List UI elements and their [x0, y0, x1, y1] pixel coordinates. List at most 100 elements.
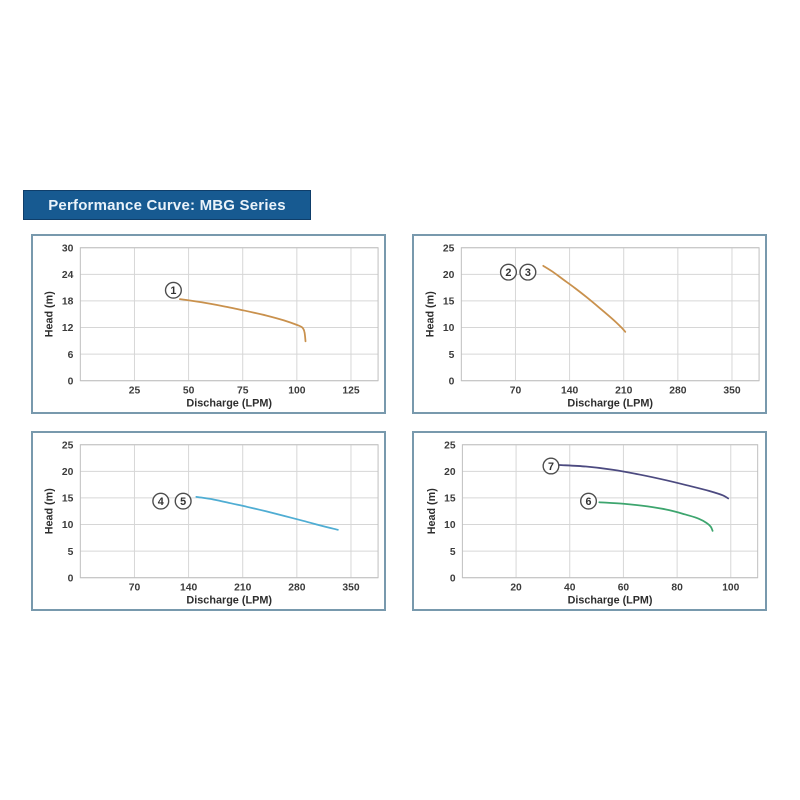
page-title-banner: Performance Curve: MBG Series [23, 190, 311, 220]
x-tick-label: 140 [561, 385, 579, 396]
curve-label-4: 4 [152, 492, 170, 510]
chart-panel-3: 0 5 10 15 20 25 70 140 210 280 350 4 5 Discharge (LPM… [31, 431, 386, 611]
chart-panel-1: 0 6 12 18 24 30 25 50 75 100 125 1 Discharge (LPM) He… [31, 234, 386, 414]
x-tick-label: 50 [183, 385, 195, 396]
y-tick-labels: 0 6 12 18 24 30 [62, 243, 74, 387]
y-tick-label: 0 [68, 573, 74, 584]
curve-label-1: 1 [164, 281, 182, 299]
plot-border [460, 247, 760, 382]
x-axis-title: Discharge (LPM) [186, 398, 272, 410]
plot-border [461, 444, 759, 579]
x-axis-title: Discharge (LPM) [567, 398, 653, 410]
x-tick-labels: 70 140 210 280 350 [510, 385, 741, 396]
curve-label-number: 6 [586, 496, 592, 508]
y-tick-labels: 0 5 10 15 20 25 [62, 440, 74, 584]
y-tick-labels: 0 5 10 15 20 25 [443, 243, 455, 387]
y-tick-label: 5 [450, 547, 456, 558]
x-tick-label: 70 [510, 385, 522, 396]
x-tick-label: 100 [288, 385, 306, 396]
x-tick-label: 140 [180, 582, 198, 593]
curve-label-number: 1 [170, 285, 176, 297]
y-tick-label: 0 [449, 376, 455, 387]
x-axis-title: Discharge (LPM) [186, 595, 272, 607]
x-tick-labels: 70 140 210 280 350 [129, 582, 360, 593]
y-tick-label: 15 [444, 494, 456, 505]
curve-label-circle [542, 457, 560, 475]
curve-label-number: 2 [505, 267, 511, 279]
x-tick-label: 100 [722, 582, 739, 593]
y-tick-label: 30 [62, 243, 74, 254]
curve-1 [179, 298, 307, 343]
curve-label-number: 7 [548, 461, 554, 473]
performance-chart-4: 0 5 10 15 20 25 20 40 60 80 100 7 6 Discharge (LPM) He… [426, 440, 759, 607]
x-tick-label: 210 [615, 385, 633, 396]
gridlines [79, 444, 379, 579]
y-tick-label: 0 [68, 376, 74, 387]
gridlines [461, 444, 759, 579]
y-axis-title: Head (m) [426, 488, 438, 534]
x-tick-label: 40 [564, 582, 576, 593]
y-axis-title: Head (m) [44, 488, 56, 534]
x-tick-labels: 20 40 60 80 100 [510, 582, 739, 593]
y-tick-label: 15 [62, 494, 74, 505]
y-tick-label: 20 [443, 270, 455, 281]
performance-chart-3: 0 5 10 15 20 25 70 140 210 280 350 4 5 Discharge (LPM… [44, 440, 379, 607]
curve-label-circle [519, 263, 537, 281]
y-axis-title: Head (m) [425, 291, 437, 337]
curve-label-3: 3 [519, 263, 537, 281]
curve-2-3 [542, 264, 627, 333]
curve-4-5 [195, 495, 339, 531]
y-tick-label: 15 [443, 297, 455, 308]
curve-label-number: 3 [525, 267, 531, 279]
performance-chart-1: 0 6 12 18 24 30 25 50 75 100 125 1 Discharge (LPM) He… [44, 243, 379, 410]
curve-label-2: 2 [499, 263, 518, 281]
curve-label-circle [580, 492, 598, 510]
y-tick-label: 20 [444, 467, 456, 478]
y-tick-label: 25 [443, 243, 455, 254]
chart-panel-4: 0 5 10 15 20 25 20 40 60 80 100 7 6 Discharge (LPM) He… [412, 431, 767, 611]
curve-label-number: 4 [158, 496, 164, 508]
y-tick-label: 20 [62, 467, 74, 478]
x-tick-label: 60 [618, 582, 630, 593]
plot-border [79, 247, 379, 382]
x-tick-label: 350 [723, 385, 741, 396]
charts-grid: 0 6 12 18 24 30 25 50 75 100 125 1 Discharge (LPM) He… [31, 234, 767, 611]
y-tick-label: 10 [443, 323, 455, 334]
x-tick-label: 280 [669, 385, 687, 396]
x-tick-label: 350 [342, 582, 360, 593]
curve-label-6: 6 [580, 492, 598, 510]
y-tick-label: 6 [68, 350, 74, 361]
y-tick-label: 24 [62, 270, 74, 281]
x-tick-labels: 25 50 75 100 125 [129, 385, 360, 396]
curve-label-number: 5 [180, 496, 186, 508]
curve-label-circle [174, 492, 192, 510]
x-tick-label: 280 [288, 582, 306, 593]
x-tick-label: 20 [510, 582, 522, 593]
curve-label-circle [164, 281, 182, 299]
y-tick-label: 25 [62, 440, 74, 451]
x-tick-label: 75 [237, 385, 249, 396]
y-axis-title: Head (m) [44, 291, 56, 337]
y-tick-label: 0 [450, 573, 456, 584]
x-axis-title: Discharge (LPM) [568, 595, 653, 607]
y-tick-label: 5 [449, 350, 455, 361]
curve-label-7: 7 [542, 457, 560, 475]
curve-label-circle [499, 263, 518, 281]
performance-chart-2: 0 5 10 15 20 25 70 140 210 280 350 2 3 Discharge (LPM… [425, 243, 760, 410]
curve-6 [598, 501, 714, 532]
gridlines [79, 247, 379, 382]
y-tick-label: 18 [62, 297, 74, 308]
y-tick-label: 5 [68, 547, 74, 558]
y-tick-label: 10 [62, 520, 74, 531]
chart-panel-2: 0 5 10 15 20 25 70 140 210 280 350 2 3 Discharge (LPM… [412, 234, 767, 414]
x-tick-label: 25 [129, 385, 141, 396]
y-tick-label: 12 [62, 323, 74, 334]
curve-7 [558, 464, 730, 500]
curve-label-5: 5 [174, 492, 192, 510]
curve-label-circle [152, 492, 170, 510]
y-tick-label: 10 [444, 520, 456, 531]
y-tick-labels: 0 5 10 15 20 25 [444, 440, 456, 584]
x-tick-label: 125 [342, 385, 360, 396]
x-tick-label: 80 [671, 582, 683, 593]
page-title: Performance Curve: MBG Series [48, 196, 286, 214]
